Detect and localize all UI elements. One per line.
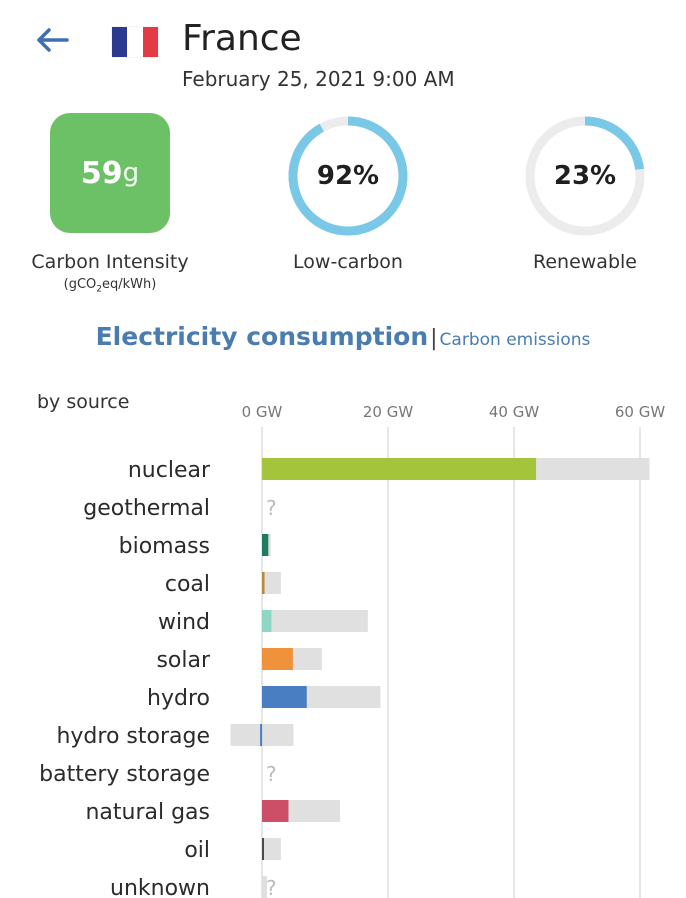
flag-stripe-white (127, 27, 143, 57)
unknown-marker: ? (266, 496, 277, 520)
back-arrow-icon (37, 28, 69, 52)
country-flag (112, 27, 158, 57)
source-label: coal (165, 572, 210, 597)
tab-carbon-emissions[interactable]: Carbon emissions (439, 330, 591, 350)
datetime: February 25, 2021 9:00 AM (182, 67, 455, 91)
source-label: oil (184, 838, 210, 863)
capacity-bar (262, 876, 268, 898)
capacity-bar (262, 610, 368, 632)
production-bar (262, 686, 307, 708)
tab-separator: | (430, 326, 438, 351)
source-label: unknown (110, 876, 210, 898)
capacity-bar (262, 838, 281, 860)
back-button[interactable] (30, 22, 74, 58)
x-tick-label: 60 GW (615, 403, 665, 421)
source-bar-chart: 0 GW 20 GW 40 GW 60 GW nuclear geothermal ? bio… (39, 403, 665, 898)
production-bar (262, 572, 265, 594)
unknown-marker: ? (266, 876, 277, 898)
production-bar (262, 800, 289, 822)
source-label: hydro (147, 686, 210, 711)
tab-electricity-consumption[interactable]: Electricity consumption (95, 322, 429, 351)
carbon-intensity-value: 59 (80, 155, 123, 191)
source-label: wind (158, 610, 210, 635)
carbon-intensity-unit: g (122, 158, 140, 188)
country-name: France (182, 18, 302, 59)
production-bar (260, 724, 263, 746)
chart-title: by source (37, 391, 130, 413)
view-tabs: Electricity consumption| Carbon emissions (0, 322, 686, 351)
x-tick-label: 20 GW (363, 403, 413, 421)
source-label: natural gas (85, 800, 210, 825)
source-label: battery storage (39, 762, 210, 787)
header: France February 25, 2021 9:00 AM (0, 0, 686, 100)
low-carbon-ring[interactable] (285, 113, 411, 239)
carbon-intensity-sublabel: (gCO2eq/kWh) (63, 277, 157, 295)
low-carbon-value: 92% (316, 161, 380, 191)
x-tick-label: 0 GW (242, 403, 283, 421)
source-label: solar (156, 648, 211, 673)
source-label: hydro storage (56, 724, 210, 749)
capacity-bar (262, 572, 281, 594)
production-bar (262, 458, 537, 480)
renewable-value: 23% (553, 161, 617, 191)
flag-stripe-blue (112, 27, 128, 57)
low-carbon-ring-fill (288, 116, 408, 236)
production-bar (262, 838, 264, 860)
renewable-ring-fill (525, 116, 645, 236)
low-carbon-label: Low-carbon (293, 251, 403, 273)
carbon-intensity-label: Carbon Intensity (31, 251, 189, 273)
flag-stripe-red (142, 27, 158, 57)
source-label: nuclear (128, 458, 211, 483)
x-tick-label: 40 GW (489, 403, 539, 421)
production-bar (262, 610, 272, 632)
production-bar (262, 648, 293, 670)
source-label: geothermal (83, 496, 210, 521)
renewable-ring[interactable] (522, 113, 648, 239)
production-bar (262, 534, 269, 556)
unknown-marker: ? (266, 762, 277, 786)
source-label: biomass (119, 534, 210, 559)
renewable-label: Renewable (533, 251, 637, 273)
carbon-intensity-badge[interactable]: 59 g (50, 113, 170, 233)
